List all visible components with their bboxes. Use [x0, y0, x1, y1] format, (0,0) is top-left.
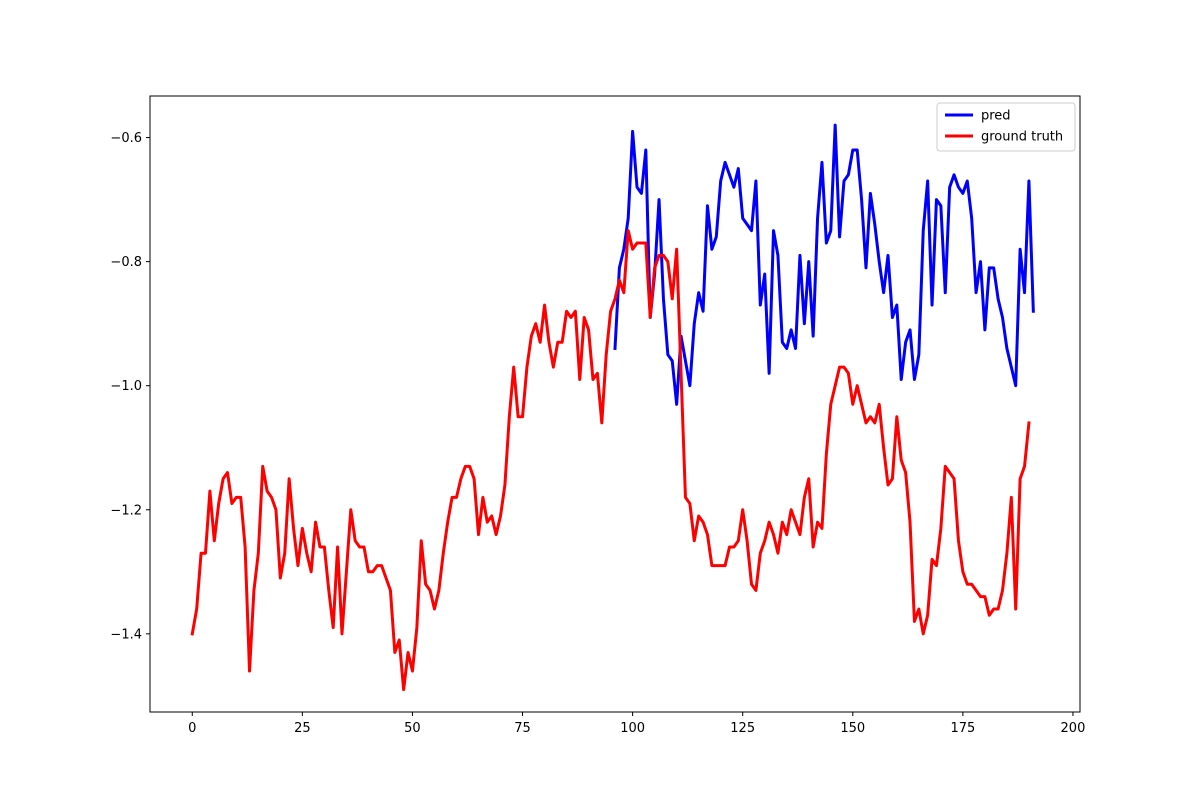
- legend: pred ground truth: [936, 102, 1076, 152]
- x-tick-label: 100: [620, 721, 645, 736]
- x-tick-label: 125: [730, 721, 755, 736]
- series-line-ground-truth: [190, 229, 1031, 692]
- legend-label-pred: pred: [981, 109, 1011, 124]
- y-tick-label: −1.4: [110, 627, 142, 642]
- x-tick-label: 200: [1061, 721, 1086, 736]
- y-tick-label: −0.8: [110, 255, 142, 270]
- legend-items: pred ground truth: [945, 109, 1063, 145]
- axes-frame: [149, 95, 1081, 713]
- x-tick-label: 150: [840, 721, 865, 736]
- y-tick-label: −0.6: [110, 131, 142, 146]
- series-line-pred: [613, 123, 1035, 406]
- x-tick-label: 25: [294, 721, 311, 736]
- y-axis: −1.4 −1.2 −1.0 −0.8 −0.6: [110, 131, 150, 642]
- plot-area: [149, 95, 1081, 713]
- legend-label-ground-truth: ground truth: [981, 130, 1063, 145]
- series-layer: [190, 123, 1035, 692]
- x-tick-label: 175: [950, 721, 975, 736]
- x-axis: 0 25 50 75 100 125 150 175 200: [188, 712, 1085, 736]
- y-tick-label: −1.2: [110, 503, 142, 518]
- y-tick-label: −1.0: [110, 379, 142, 394]
- x-tick-label: 75: [514, 721, 531, 736]
- x-tick-label: 50: [404, 721, 421, 736]
- x-tick-label: 0: [188, 721, 196, 736]
